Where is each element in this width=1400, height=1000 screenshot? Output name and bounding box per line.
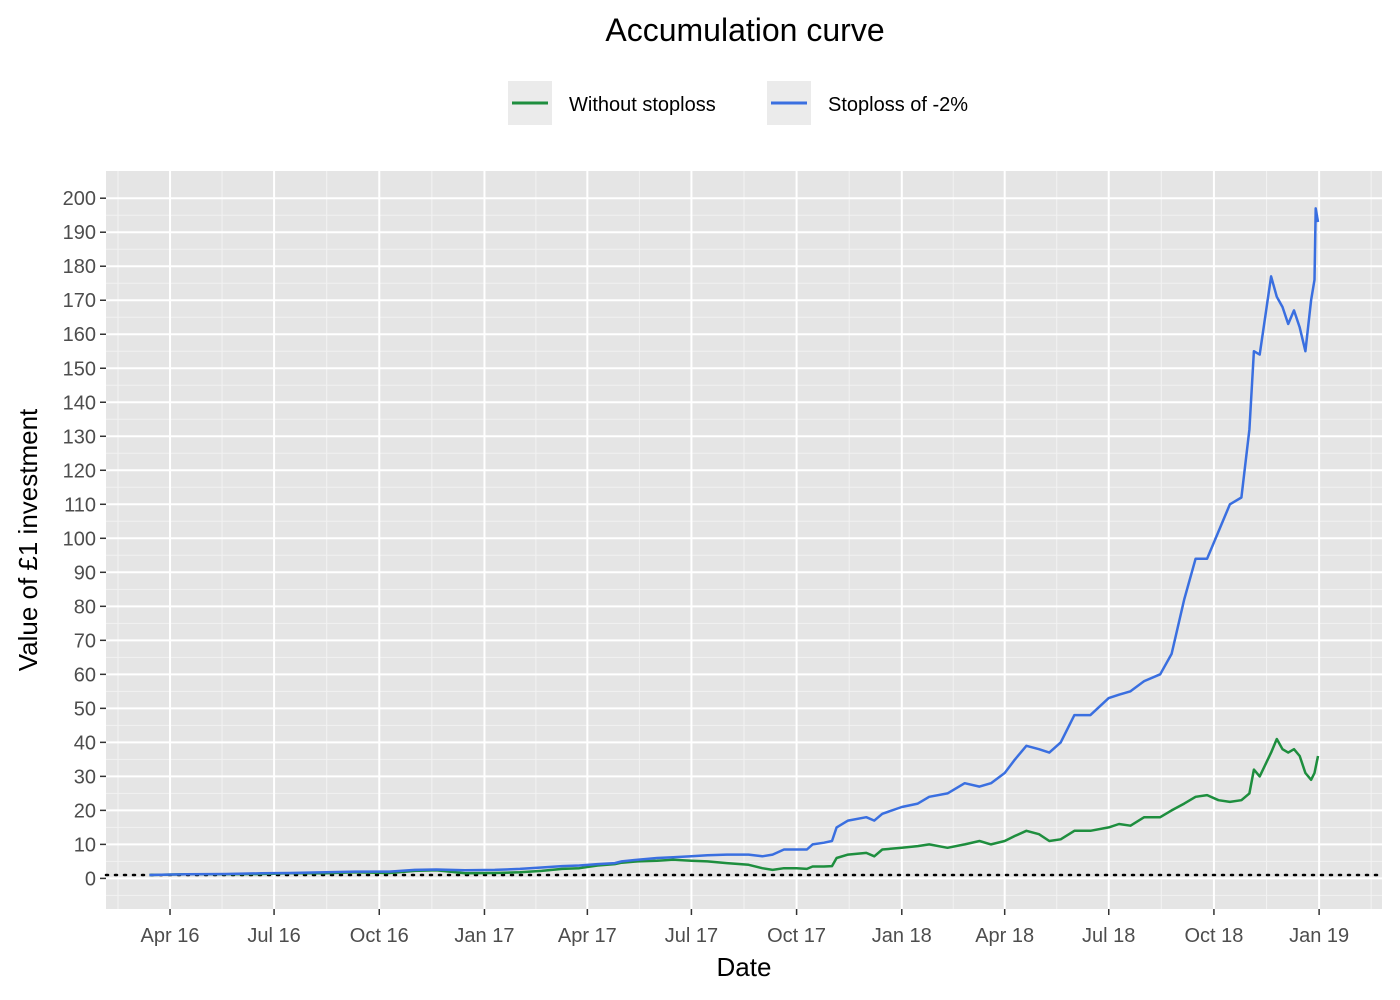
y-tick-label: 90	[74, 562, 96, 584]
y-tick-label: 20	[74, 800, 96, 822]
x-axis-title: Date	[717, 952, 772, 982]
y-tick-label: 0	[85, 868, 96, 890]
x-tick-label: Jul 16	[247, 925, 300, 947]
x-tick-label: Apr 17	[558, 925, 617, 947]
x-tick-label: Jul 17	[665, 925, 718, 947]
x-tick-label: Apr 16	[141, 925, 200, 947]
legend-label-stoploss: Stoploss of -2%	[828, 94, 968, 116]
y-tick-label: 100	[63, 528, 96, 550]
series-line-stoploss	[149, 207, 1320, 877]
x-tick-label: Jan 19	[1289, 925, 1349, 947]
y-tick-label: 150	[63, 358, 96, 380]
y-tick-label: 180	[63, 256, 96, 278]
y-tick-label: 60	[74, 664, 96, 686]
x-tick-label: Apr 18	[975, 925, 1034, 947]
grid-major	[106, 171, 1382, 909]
y-tick-label: 200	[63, 188, 96, 210]
grid-minor	[106, 171, 1382, 909]
y-tick-label: 70	[74, 630, 96, 652]
x-tick-label: Jan 17	[454, 925, 514, 947]
y-tick-label: 130	[63, 426, 96, 448]
x-tick-label: Jan 18	[872, 925, 932, 947]
x-tick-label: Oct 18	[1184, 925, 1243, 947]
x-axis-ticks: Apr 16 Jul 16 Oct 16 Jan 17 Apr 17 Jul 17 Oct …	[141, 909, 1349, 947]
y-tick-label: 50	[74, 698, 96, 720]
y-tick-label: 120	[63, 460, 96, 482]
series-line-without-stoploss	[149, 737, 1320, 877]
y-tick-label: 140	[63, 392, 96, 414]
series-lines	[149, 207, 1320, 877]
chart-title: Accumulation curve	[605, 12, 884, 48]
y-axis-title: Value of £1 investment	[13, 408, 43, 671]
legend: Without stoploss Stoploss of -2%	[508, 81, 968, 125]
x-tick-label: Oct 17	[767, 925, 826, 947]
y-tick-label: 80	[74, 596, 96, 618]
y-tick-label: 170	[63, 290, 96, 312]
y-tick-label: 10	[74, 834, 96, 856]
y-tick-label: 30	[74, 766, 96, 788]
y-tick-label: 160	[63, 324, 96, 346]
y-tick-label: 190	[63, 222, 96, 244]
y-tick-label: 110	[64, 494, 96, 516]
y-tick-label: 40	[74, 732, 96, 754]
y-axis-ticks: 0 10 20 30 40 50 60 70 80 90 100 110 120 130 140 150 160…	[63, 188, 106, 890]
legend-label-without-stoploss: Without stoploss	[569, 94, 716, 116]
x-tick-label: Oct 16	[350, 925, 409, 947]
x-tick-label: Jul 18	[1082, 925, 1135, 947]
